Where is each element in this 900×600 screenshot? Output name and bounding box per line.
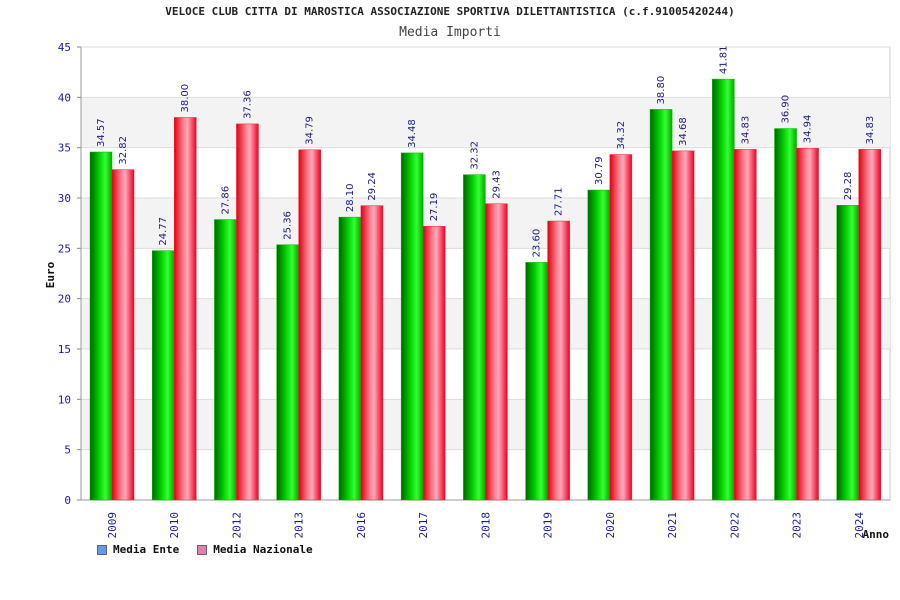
y-tick-label: 40 <box>58 91 71 104</box>
data-label-nazionale-2012: 37.36 <box>242 90 253 119</box>
y-tick-label: 5 <box>64 444 71 457</box>
grid-band <box>81 97 890 148</box>
data-label-ente-2012: 27.86 <box>220 186 231 215</box>
x-tick-label-2017: 2017 <box>417 512 430 539</box>
bar-nazionale-2010 <box>173 117 197 501</box>
y-tick-label: 20 <box>58 293 71 306</box>
data-label-nazionale-2023: 34.94 <box>803 115 814 144</box>
legend-label-nazionale: Media Nazionale <box>213 543 313 556</box>
bar-nazionale-2016 <box>360 205 384 501</box>
y-tick-label: 10 <box>58 393 71 406</box>
chart-title: VELOCE CLUB CITTA DI MAROSTICA ASSOCIAZI… <box>165 5 735 18</box>
data-label-nazionale-2017: 27.19 <box>429 193 440 222</box>
data-label-nazionale-2024: 34.83 <box>865 116 876 145</box>
y-axis-label: Euro <box>44 261 57 288</box>
bar-ente-2009 <box>89 151 113 501</box>
x-tick-label-2019: 2019 <box>542 512 555 539</box>
data-label-ente-2010: 24.77 <box>158 217 169 246</box>
data-label-ente-2023: 36.90 <box>781 95 792 124</box>
x-tick-label-2021: 2021 <box>666 512 679 539</box>
data-label-nazionale-2022: 34.83 <box>740 116 751 145</box>
x-tick-label-2010: 2010 <box>168 512 181 539</box>
legend-item-ente: Media Ente <box>97 543 179 556</box>
bar-ente-2022 <box>712 78 735 501</box>
x-axis-label: Anno <box>863 528 890 541</box>
bar-ente-2010 <box>151 250 175 501</box>
bar-ente-2018 <box>463 174 486 501</box>
bar-nazionale-2018 <box>485 203 508 501</box>
bar-ente-2017 <box>400 152 424 501</box>
x-tick-label-2009: 2009 <box>106 512 119 539</box>
data-label-ente-2020: 30.79 <box>594 156 605 185</box>
y-tick-label: 25 <box>58 242 71 255</box>
bar-nazionale-2017 <box>422 226 446 501</box>
x-tick-label-2012: 2012 <box>230 512 243 539</box>
y-tick-label: 30 <box>58 192 71 205</box>
bar-ente-2013 <box>276 244 299 501</box>
data-label-nazionale-2016: 29.24 <box>367 172 378 201</box>
data-label-nazionale-2010: 38.00 <box>180 84 191 113</box>
bar-nazionale-2021 <box>671 150 695 501</box>
x-tick-label-2018: 2018 <box>479 512 492 539</box>
bar-nazionale-2012 <box>236 123 259 501</box>
data-label-ente-2021: 38.80 <box>656 76 667 105</box>
bar-nazionale-2009 <box>111 169 135 501</box>
x-tick-label-2022: 2022 <box>728 512 741 539</box>
x-tick-label-2024: 2024 <box>853 512 866 539</box>
data-label-ente-2024: 29.28 <box>843 172 854 201</box>
data-label-ente-2017: 34.48 <box>407 119 418 148</box>
y-tick-label: 0 <box>64 494 71 507</box>
x-tick-label-2013: 2013 <box>293 512 306 539</box>
x-tick-label-2023: 2023 <box>791 512 804 539</box>
bar-nazionale-2023 <box>796 148 819 501</box>
bar-ente-2024 <box>836 204 860 501</box>
bar-ente-2019 <box>525 262 548 501</box>
data-label-ente-2022: 41.81 <box>718 45 729 74</box>
bar-nazionale-2019 <box>547 220 570 501</box>
legend: Media Ente Media Nazionale <box>97 543 313 556</box>
data-label-nazionale-2009: 32.82 <box>118 136 129 165</box>
bar-nazionale-2013 <box>298 149 321 501</box>
legend-label-ente: Media Ente <box>113 543 180 556</box>
data-label-ente-2018: 32.32 <box>469 141 480 170</box>
y-tick-label: 45 <box>58 41 71 54</box>
legend-swatch-nazionale <box>197 544 208 555</box>
bar-ente-2021 <box>649 109 673 501</box>
data-label-ente-2019: 23.60 <box>532 229 543 258</box>
bar-nazionale-2024 <box>858 149 882 501</box>
legend-swatch-ente <box>97 544 107 555</box>
bar-ente-2012 <box>214 219 237 501</box>
data-label-ente-2013: 25.36 <box>283 211 294 240</box>
x-tick-label-2020: 2020 <box>604 512 617 539</box>
data-label-nazionale-2013: 34.79 <box>305 116 316 145</box>
data-label-ente-2016: 28.10 <box>345 183 356 212</box>
data-label-nazionale-2021: 34.68 <box>678 117 689 146</box>
data-label-nazionale-2020: 34.32 <box>616 121 627 150</box>
legend-item-nazionale: Media Nazionale <box>197 543 313 556</box>
y-tick-label: 35 <box>58 142 71 155</box>
chart-subtitle: Media Importi <box>399 25 501 40</box>
x-tick-label-2016: 2016 <box>355 512 368 539</box>
bar-ente-2016 <box>338 216 362 501</box>
bar-nazionale-2020 <box>609 154 633 501</box>
data-label-nazionale-2018: 29.43 <box>491 170 502 199</box>
y-tick-label: 15 <box>58 343 71 356</box>
bar-ente-2023 <box>774 128 797 501</box>
bar-nazionale-2022 <box>734 149 757 501</box>
data-label-ente-2009: 34.57 <box>96 118 107 147</box>
bar-ente-2020 <box>587 189 611 501</box>
data-label-nazionale-2019: 27.71 <box>554 187 565 216</box>
